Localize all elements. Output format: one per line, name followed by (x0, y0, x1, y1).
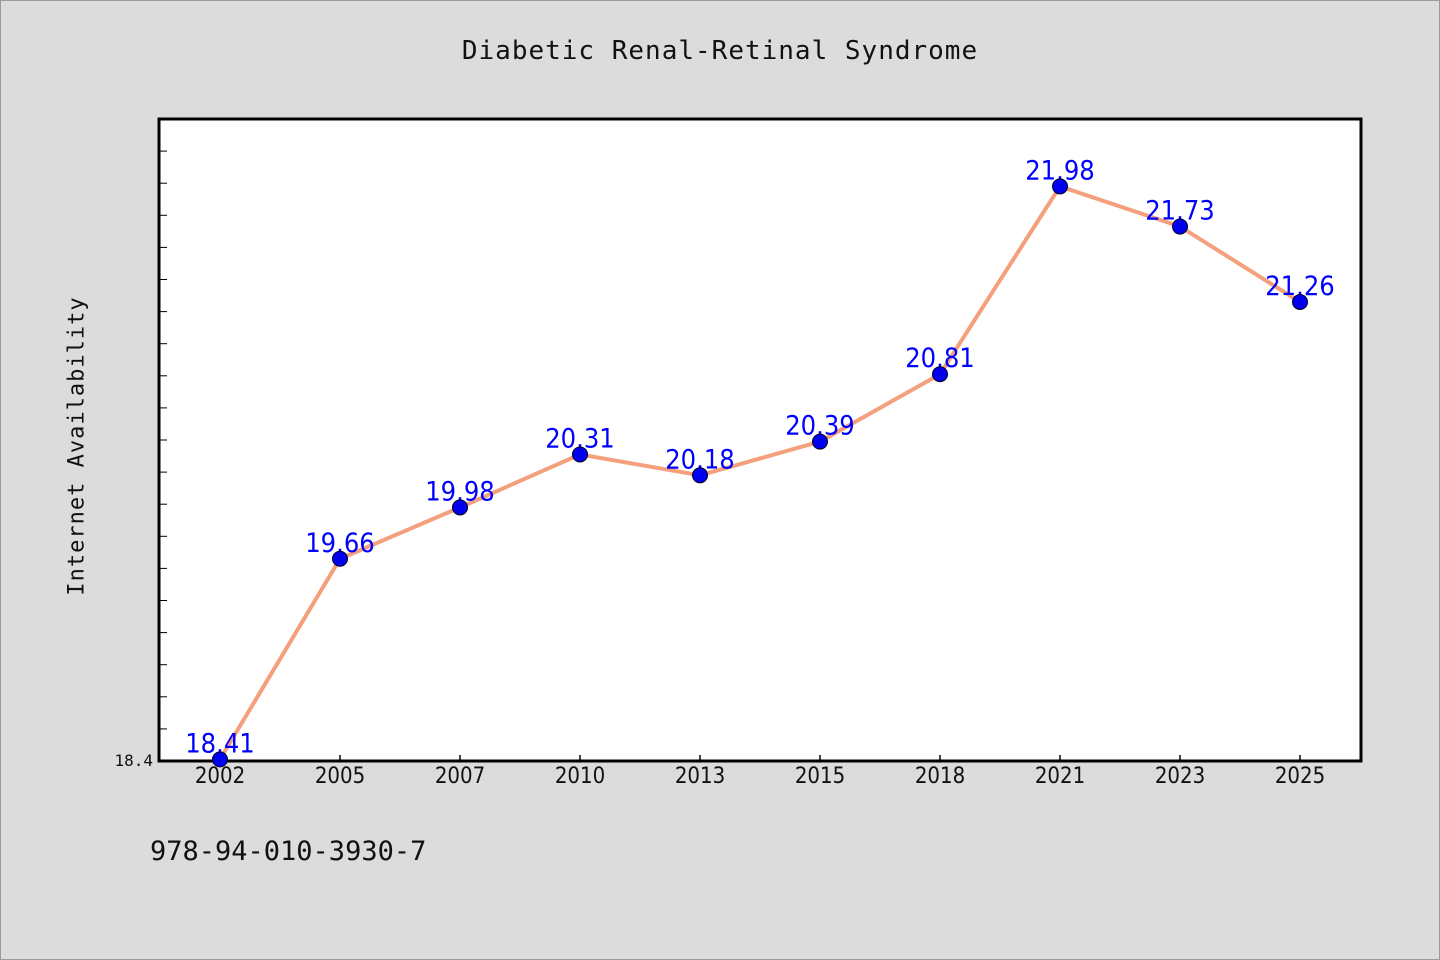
data-labels: 18.4119.6619.9820.3120.1820.3920.8121.98… (185, 155, 1335, 759)
x-tick-label: 2013 (675, 764, 725, 789)
data-point-marker (1052, 178, 1068, 195)
data-point-marker (812, 433, 828, 450)
x-tick-label: 2021 (1035, 764, 1085, 789)
data-point-marker (212, 751, 228, 768)
series-line-group (218, 184, 1302, 762)
x-tick-label: 2015 (795, 764, 845, 789)
data-point-marker (1172, 218, 1188, 235)
chart-title: Diabetic Renal-Retinal Syndrome (461, 36, 979, 66)
x-tick-label: 2018 (915, 764, 965, 789)
x-tick-label: 2007 (435, 764, 485, 789)
y-axis-ticks (159, 150, 167, 730)
data-point-marker (692, 467, 708, 484)
x-axis-ticks (219, 755, 1301, 761)
x-axis-tick-labels: 2002 2005 2007 2010 2013 2015 2018 2021 2023 2025 (195, 764, 1325, 789)
data-point-marker (932, 366, 948, 383)
data-markers (212, 178, 1308, 768)
series-line (218, 184, 1302, 762)
data-point-marker (1292, 293, 1308, 310)
data-point-marker (452, 499, 468, 516)
data-point-marker (572, 446, 588, 463)
data-point-marker (332, 550, 348, 567)
x-tick-label: 2010 (555, 764, 605, 789)
plot-area (157, 117, 1363, 763)
x-tick-label: 2023 (1155, 764, 1205, 789)
footer-code: 978-94-010-3930-7 (150, 836, 427, 867)
x-tick-label: 2005 (315, 764, 365, 789)
y-tick-label: 18.4 (114, 751, 153, 770)
x-tick-label: 2002 (195, 764, 245, 789)
y-axis-tick-labels: 18.4 (114, 751, 153, 770)
x-tick-label: 2025 (1275, 764, 1325, 789)
